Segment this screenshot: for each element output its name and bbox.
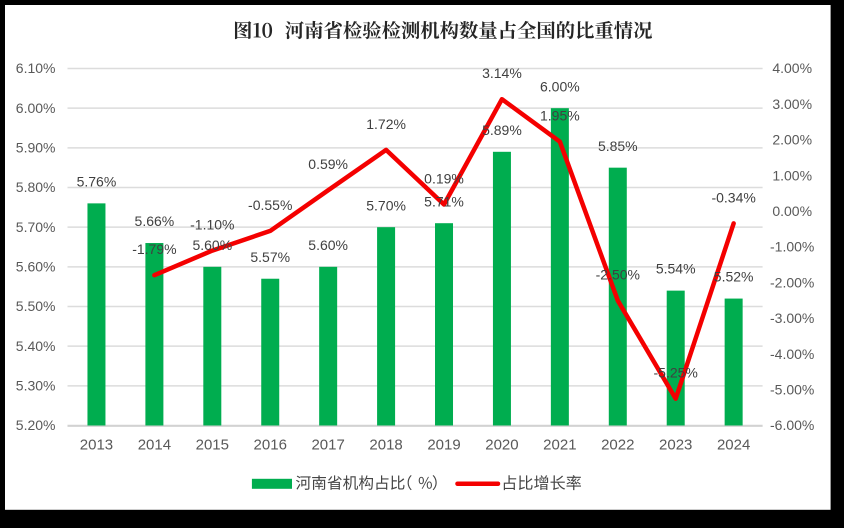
svg-text:5.76%: 5.76% <box>77 173 117 189</box>
svg-text:2021: 2021 <box>543 437 576 454</box>
svg-text:5.90%: 5.90% <box>16 140 56 156</box>
svg-text:-0.34%: -0.34% <box>711 189 755 205</box>
svg-text:5.89%: 5.89% <box>482 122 522 138</box>
svg-text:5.20%: 5.20% <box>16 417 56 433</box>
svg-text:6.00%: 6.00% <box>540 78 580 94</box>
svg-text:2020: 2020 <box>485 437 518 454</box>
svg-text:4.00%: 4.00% <box>772 60 812 76</box>
svg-text:2.00%: 2.00% <box>772 132 812 148</box>
svg-text:5.85%: 5.85% <box>598 138 638 154</box>
svg-text:-2.00%: -2.00% <box>770 274 814 290</box>
svg-text:6.10%: 6.10% <box>16 60 56 76</box>
svg-text:-1.10%: -1.10% <box>190 216 234 232</box>
svg-text:5.52%: 5.52% <box>714 269 754 285</box>
svg-text:0.59%: 0.59% <box>308 156 348 172</box>
svg-text:2015: 2015 <box>196 437 229 454</box>
svg-text:0.19%: 0.19% <box>424 170 464 186</box>
svg-text:1.72%: 1.72% <box>366 116 406 132</box>
svg-text:3.14%: 3.14% <box>482 65 522 81</box>
svg-text:5.50%: 5.50% <box>16 298 56 314</box>
svg-text:5.40%: 5.40% <box>16 338 56 354</box>
svg-text:6.00%: 6.00% <box>16 100 56 116</box>
svg-text:-5.00%: -5.00% <box>770 382 814 398</box>
svg-text:5.80%: 5.80% <box>16 179 56 195</box>
svg-text:2018: 2018 <box>369 437 402 454</box>
svg-text:2016: 2016 <box>254 437 287 454</box>
svg-text:0.00%: 0.00% <box>772 203 812 219</box>
svg-text:-4.00%: -4.00% <box>770 346 814 362</box>
svg-text:5.70%: 5.70% <box>16 219 56 235</box>
svg-text:2013: 2013 <box>80 437 113 454</box>
svg-text:5.54%: 5.54% <box>656 261 696 277</box>
svg-text:-3.00%: -3.00% <box>770 310 814 326</box>
svg-text:2024: 2024 <box>717 437 750 454</box>
svg-text:-6.00%: -6.00% <box>770 417 814 433</box>
svg-text:2019: 2019 <box>427 437 460 454</box>
svg-text:3.00%: 3.00% <box>772 96 812 112</box>
svg-text:2022: 2022 <box>601 437 634 454</box>
svg-text:1.95%: 1.95% <box>540 108 580 124</box>
svg-text:5.60%: 5.60% <box>16 259 56 275</box>
svg-text:5.57%: 5.57% <box>250 249 290 265</box>
svg-text:2017: 2017 <box>311 437 344 454</box>
svg-text:1.00%: 1.00% <box>772 167 812 183</box>
svg-text:5.70%: 5.70% <box>366 197 406 213</box>
svg-text:-5.25%: -5.25% <box>654 365 698 381</box>
svg-text:5.60%: 5.60% <box>308 237 348 253</box>
svg-text:-1.00%: -1.00% <box>770 239 814 255</box>
svg-text:5.71%: 5.71% <box>424 193 464 209</box>
svg-text:5.60%: 5.60% <box>192 237 232 253</box>
svg-text:5.30%: 5.30% <box>16 378 56 394</box>
svg-text:-1.79%: -1.79% <box>132 241 176 257</box>
svg-text:5.66%: 5.66% <box>135 213 175 229</box>
svg-text:2014: 2014 <box>138 437 171 454</box>
svg-text:-0.55%: -0.55% <box>248 197 292 213</box>
svg-text:-2.50%: -2.50% <box>596 266 640 282</box>
svg-text:2023: 2023 <box>659 437 692 454</box>
